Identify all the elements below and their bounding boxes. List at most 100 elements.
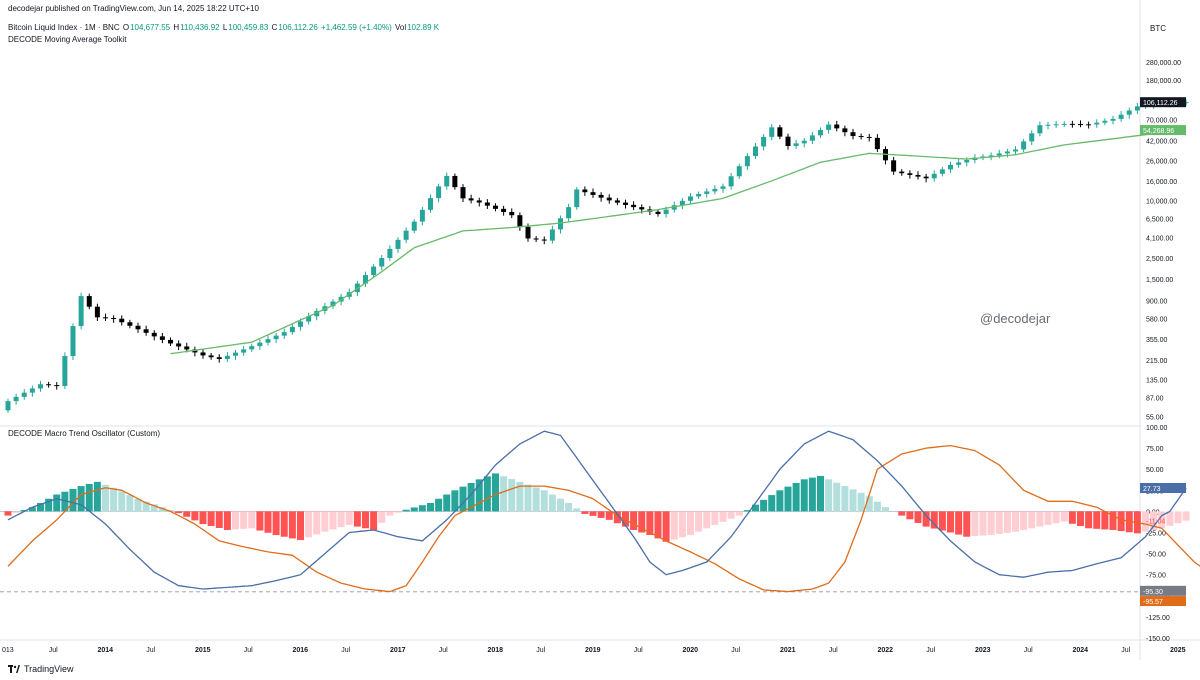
histogram-bar xyxy=(362,511,369,529)
histogram-bar xyxy=(321,511,329,532)
candle-body xyxy=(866,136,872,138)
candle-body xyxy=(850,132,856,137)
candle-body xyxy=(1078,124,1083,126)
hist-value-label: -11.04 xyxy=(1146,519,1165,526)
watermark: @decodejar xyxy=(980,311,1051,326)
high-label: H xyxy=(173,23,180,32)
histogram-bar xyxy=(223,511,231,530)
candle-body xyxy=(371,266,377,276)
candle-body xyxy=(785,136,791,146)
candle-body xyxy=(663,209,669,215)
histogram-bar xyxy=(532,487,540,512)
histogram-bar xyxy=(735,511,743,516)
histogram-bar xyxy=(1068,511,1076,524)
symbol-title[interactable]: Bitcoin Liquid Index · 1M · BNC xyxy=(8,23,120,32)
histogram-bar xyxy=(370,511,378,530)
volume-label: Vol xyxy=(394,23,407,32)
osc-tick-label: 100.00 xyxy=(1146,425,1168,432)
candle-body xyxy=(558,218,563,230)
histogram-bar xyxy=(12,511,20,513)
candle-body xyxy=(525,226,531,239)
histogram-bar xyxy=(922,511,930,527)
price-tick-label: 900.00 xyxy=(1146,298,1168,305)
change-value: +1,462.59 (+1.40%) xyxy=(321,23,392,32)
price-tick-label: 355.00 xyxy=(1146,337,1168,344)
histogram-bar xyxy=(45,498,53,512)
candle-body xyxy=(549,229,555,241)
time-tick-label: Jul xyxy=(536,647,545,654)
histogram-bar xyxy=(670,511,678,540)
candle-body xyxy=(476,200,482,203)
blue-value-label: 27.73 xyxy=(1143,486,1161,493)
histogram-bar xyxy=(288,511,296,539)
candle-body xyxy=(939,169,945,174)
histogram-bar xyxy=(1117,511,1125,532)
candle-body xyxy=(62,356,68,386)
price-tick-label: 580.00 xyxy=(1146,317,1168,324)
candle-body xyxy=(1094,122,1100,125)
histogram-bar xyxy=(873,501,881,512)
histogram-bar xyxy=(1003,511,1011,533)
time-tick-label: 2025 xyxy=(1170,647,1186,654)
osc-tick-label: -50.00 xyxy=(1146,552,1166,559)
candle-body xyxy=(151,332,157,337)
candle-body xyxy=(1037,125,1043,134)
time-tick-label: 013 xyxy=(2,647,14,654)
histogram-bar xyxy=(727,511,735,519)
time-tick-label: Jul xyxy=(341,647,350,654)
candle-body xyxy=(598,194,604,198)
candle-body xyxy=(1118,114,1124,119)
blue-trend-line xyxy=(7,430,1187,590)
histogram-bar xyxy=(898,511,906,516)
volume-value: 102.89 K xyxy=(407,23,440,32)
blue-value-label-bg xyxy=(1140,482,1186,493)
histogram-bar xyxy=(150,504,158,512)
oscillator-indicator-title[interactable]: DECODE Macro Trend Oscillator (Custom) xyxy=(8,429,161,438)
candle-body xyxy=(54,385,60,387)
osc-tick-label: -150.00 xyxy=(1146,636,1170,643)
histogram-bar xyxy=(849,489,857,512)
ma-indicator-title[interactable]: DECODE Moving Average Toolkit xyxy=(8,35,127,44)
histogram-bar xyxy=(142,501,150,512)
histogram-bar xyxy=(890,511,898,512)
price-tick-label: 135.00 xyxy=(1146,377,1168,384)
histogram-bar xyxy=(402,509,410,512)
histogram-bar xyxy=(630,511,638,530)
candle-body xyxy=(696,193,702,197)
candle-body xyxy=(249,346,255,350)
candle-body xyxy=(176,343,182,347)
time-tick-label: Jul xyxy=(926,647,935,654)
price-tick-label: 2,500.00 xyxy=(1146,256,1173,263)
candle-body xyxy=(38,384,43,389)
candle-body xyxy=(606,197,612,201)
published-caption: decodejar published on TradingView.com, … xyxy=(8,4,259,13)
footer: TradingView xyxy=(8,664,74,674)
candle-body xyxy=(143,329,149,333)
histogram-bar xyxy=(232,511,239,530)
time-tick-label: 2022 xyxy=(878,647,894,654)
candle-body xyxy=(5,401,11,411)
candle-body xyxy=(78,296,84,327)
candle-body xyxy=(224,355,230,360)
candle-body xyxy=(468,198,474,201)
candle-body xyxy=(127,322,133,326)
histogram-bar xyxy=(451,490,459,512)
candle-body xyxy=(387,248,393,258)
candle-body xyxy=(1069,123,1075,125)
candle-body xyxy=(281,332,287,336)
candle-body xyxy=(1021,141,1027,150)
candle-body xyxy=(1183,102,1189,104)
candle-body xyxy=(655,211,661,215)
candle-body xyxy=(289,326,295,333)
candle-body xyxy=(395,239,401,249)
price-tick-label: 70,000.00 xyxy=(1146,117,1177,124)
histogram-bar xyxy=(963,511,971,537)
histogram-bar xyxy=(687,511,694,536)
candle-body xyxy=(1110,118,1116,121)
time-tick-label: 2019 xyxy=(585,647,601,654)
price-tick-label: 280,000.00 xyxy=(1146,60,1181,67)
price-tick-label: 6,500.00 xyxy=(1146,216,1173,223)
candle-body xyxy=(1013,149,1018,152)
histogram-bar xyxy=(597,511,605,518)
